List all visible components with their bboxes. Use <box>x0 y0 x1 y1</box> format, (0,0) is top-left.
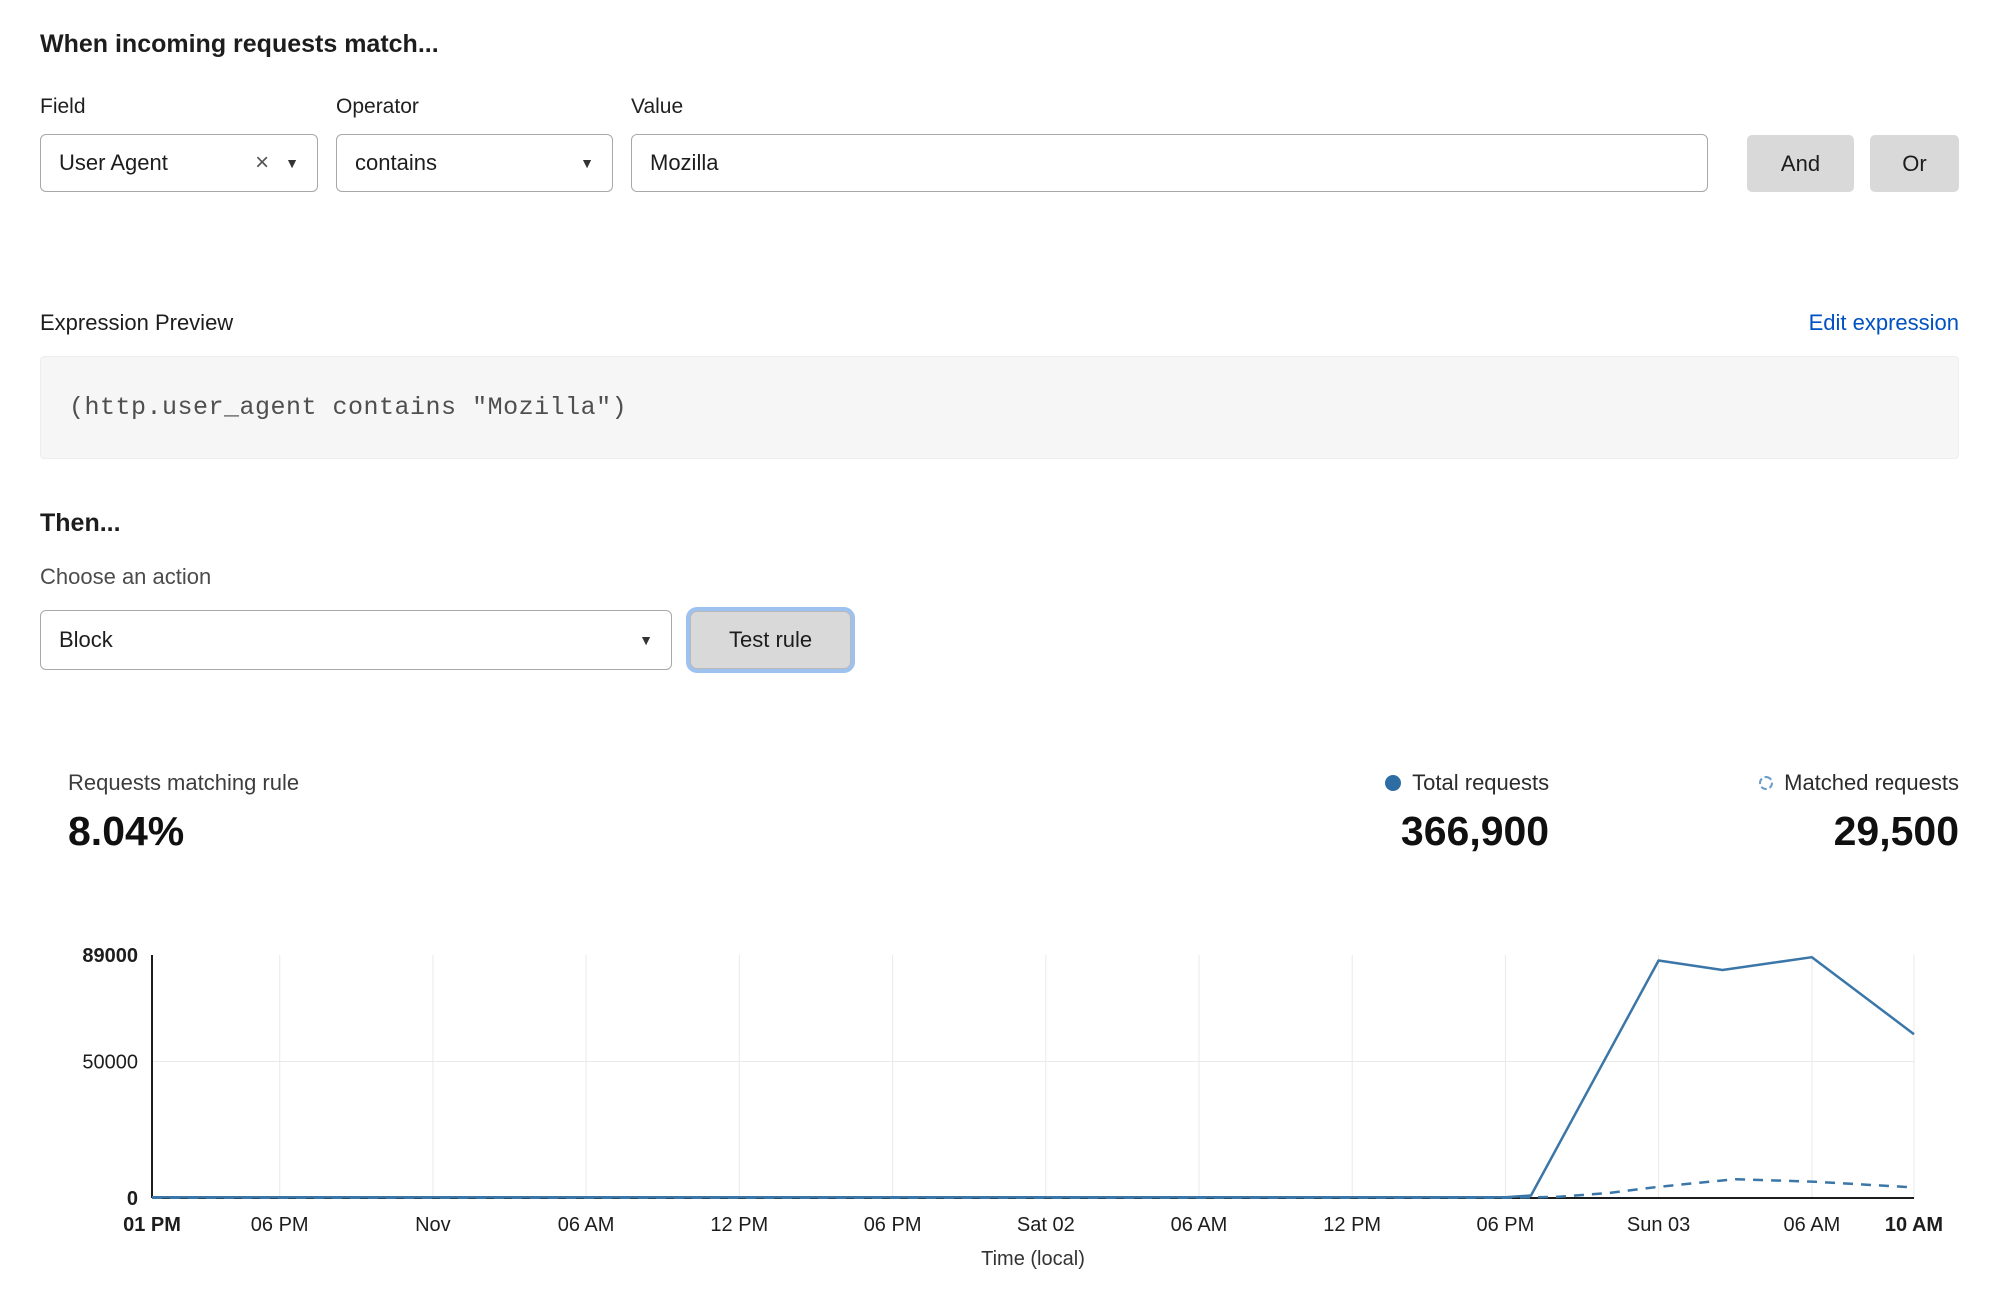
action-select-value: Block <box>59 627 113 652</box>
rule-condition-row: Field User Agent × ▼ Operator contains ▼… <box>40 95 1959 192</box>
action-select[interactable]: Block ▼ <box>40 610 672 670</box>
matched-requests-dashed-circle-icon <box>1759 776 1774 790</box>
chevron-down-icon: ▼ <box>580 155 594 171</box>
requests-matching-value: 8.04% <box>68 808 185 854</box>
x-tick-label: 06 PM <box>1476 1214 1534 1236</box>
y-tick-label: 0 <box>127 1188 138 1210</box>
total-requests-label: Total requests <box>1412 770 1550 795</box>
action-row: Block ▼ Test rule <box>40 610 1959 670</box>
clear-icon[interactable]: × <box>255 149 270 176</box>
y-tick-label: 50000 <box>82 1052 138 1074</box>
operator-label: Operator <box>336 95 419 118</box>
requests-chart: 0 50000 89000 01 PM 06 PM Nov 06 AM 12 PM 06 PM S… <box>82 945 1943 1270</box>
operator-select-value: contains <box>355 150 437 175</box>
edit-expression-link[interactable]: Edit expression <box>1808 310 1959 335</box>
total-requests-block: Total requests 366,900 <box>1385 770 1549 855</box>
x-tick-label: 10 AM <box>1885 1214 1943 1236</box>
total-requests-dot-icon <box>1385 775 1402 791</box>
matched-requests-block: Matched requests 29,500 <box>1759 770 1959 855</box>
x-tick-label: 06 AM <box>1784 1214 1841 1236</box>
field-select[interactable]: User Agent × ▼ <box>40 134 318 192</box>
value-input[interactable] <box>631 134 1708 192</box>
and-button[interactable]: And <box>1747 135 1854 192</box>
total-requests-value: 366,900 <box>1400 808 1550 854</box>
or-button[interactable]: Or <box>1870 135 1959 192</box>
expression-code: (http.user_agent contains "Mozilla") <box>40 356 1959 459</box>
requests-matching-label: Requests matching rule <box>68 770 300 795</box>
total-requests-legend: Total requests <box>1385 770 1549 796</box>
matched-requests-legend: Matched requests <box>1759 770 1959 796</box>
stats-row: Requests matching rule 8.04% Total reque… <box>40 770 1959 855</box>
x-tick-label: Sat 02 <box>1017 1214 1075 1236</box>
matched-requests-line <box>152 1177 1915 1199</box>
chart-section: 0 50000 89000 01 PM 06 PM Nov 06 AM 12 PM 06 PM S… <box>40 943 1959 1283</box>
expression-preview-label: Expression Preview <box>40 310 234 335</box>
x-tick-label: Sun 03 <box>1627 1214 1690 1236</box>
value-label: Value <box>631 95 684 118</box>
matched-requests-label: Matched requests <box>1784 770 1959 795</box>
x-tick-label: Nov <box>415 1214 451 1236</box>
x-tick-label: 06 PM <box>864 1214 922 1236</box>
chevron-down-icon: ▼ <box>285 155 299 171</box>
expression-header: Expression Preview Edit expression <box>40 310 1959 336</box>
field-select-value: User Agent <box>59 150 168 175</box>
chevron-down-icon: ▼ <box>639 632 653 648</box>
x-tick-label: 06 PM <box>251 1214 309 1236</box>
requests-matching-block: Requests matching rule 8.04% <box>68 770 299 855</box>
x-tick-label: 06 AM <box>558 1214 615 1236</box>
page-title: When incoming requests match... <box>40 30 439 58</box>
y-tick-label: 89000 <box>82 945 138 967</box>
x-tick-label: 01 PM <box>123 1214 181 1236</box>
then-title: Then... <box>40 509 121 537</box>
x-tick-label: 06 AM <box>1171 1214 1228 1236</box>
time-axis-label: Time (local) <box>981 1248 1085 1270</box>
matched-requests-value: 29,500 <box>1833 808 1959 854</box>
total-requests-line <box>152 955 1915 1199</box>
choose-action-label: Choose an action <box>40 564 212 589</box>
x-tick-label: 12 PM <box>710 1214 768 1236</box>
field-label: Field <box>40 95 86 118</box>
x-tick-label: 12 PM <box>1323 1214 1381 1236</box>
operator-select[interactable]: contains ▼ <box>336 134 613 192</box>
test-rule-button[interactable]: Test rule <box>690 611 852 669</box>
